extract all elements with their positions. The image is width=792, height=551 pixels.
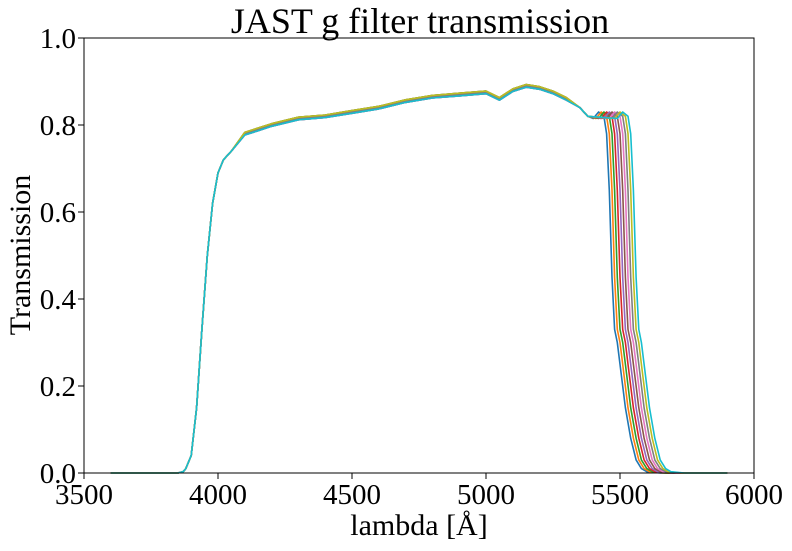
series-line-4 [110,86,728,474]
y-axis-label: Transmission [4,175,37,336]
x-axis-ticks: 3500 4000 4500 5000 5500 6000 [55,473,783,511]
y-tick-label: 0.8 [40,110,76,142]
x-tick-label: 5000 [457,479,515,511]
y-axis-ticks: 0.0 0.2 0.4 0.6 0.8 1.0 [40,23,84,490]
x-tick-label: 4500 [323,479,381,511]
x-tick-label: 6000 [725,479,783,511]
y-tick-label: 1.0 [40,23,76,55]
y-tick-label: 0.6 [40,197,76,229]
y-tick-label: 0.0 [40,458,76,490]
y-tick-label: 0.4 [40,284,77,316]
y-tick-label: 0.2 [40,371,76,403]
plot-frame [83,37,755,474]
series-line-10 [110,86,728,474]
x-tick-label: 5500 [591,479,649,511]
x-tick-label: 3500 [55,479,113,511]
x-axis-label: lambda [Å] [350,509,487,542]
chart-title: JAST g filter transmission [231,1,609,41]
x-tick-label: 4000 [189,479,247,511]
plot-lines [110,83,728,474]
